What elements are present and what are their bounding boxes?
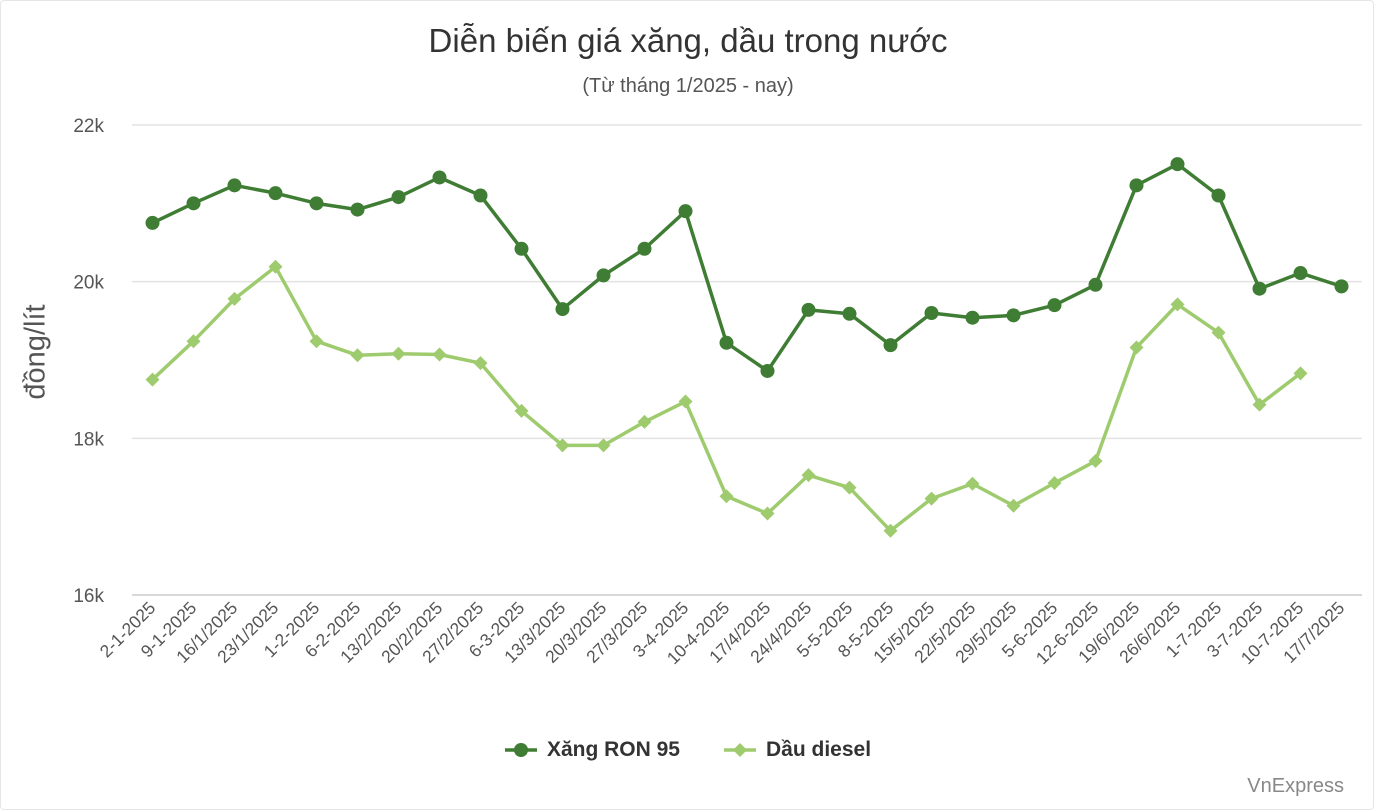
legend-item-diesel[interactable]: Dầu diesel: [724, 738, 871, 762]
data-point: [1170, 157, 1185, 172]
source-credit: VnExpress: [1247, 775, 1344, 797]
legend-label-ron95: Xăng RON 95: [546, 738, 680, 761]
data-point: [637, 414, 652, 429]
data-point: [227, 291, 242, 306]
data-point: [350, 348, 365, 363]
data-point: [432, 170, 447, 185]
legend-label-diesel: Dầu diesel: [766, 738, 872, 761]
y-tick-label: 20k: [73, 273, 104, 294]
data-point: [801, 468, 816, 483]
data-point: [760, 506, 775, 521]
series-line-0: [151, 162, 1343, 373]
data-point: [432, 347, 447, 362]
data-point: [719, 489, 734, 504]
data-point: [1006, 308, 1021, 323]
data-point: [514, 241, 529, 256]
chart-title: Diễn biến giá xăng, dầu trong nước: [428, 22, 948, 59]
data-point: [678, 394, 693, 409]
data-point: [391, 190, 406, 205]
data-point: [473, 356, 488, 371]
legend: Xăng RON 95 Dầu diesel: [0, 738, 1376, 762]
data-point: [391, 346, 406, 361]
data-point: [1170, 297, 1185, 312]
data-point: [1293, 366, 1308, 381]
data-point: [1088, 454, 1103, 469]
data-point: [555, 438, 570, 453]
data-point: [801, 302, 816, 317]
data-point: [309, 196, 324, 211]
data-point: [1293, 266, 1308, 281]
data-point: [1129, 178, 1144, 193]
data-point: [760, 363, 775, 378]
data-point: [883, 338, 898, 353]
data-point: [1047, 475, 1062, 490]
legend-item-ron95[interactable]: Xăng RON 95: [504, 738, 680, 762]
data-point: [1129, 340, 1144, 355]
data-point: [555, 302, 570, 317]
data-point: [514, 403, 529, 418]
data-point: [227, 178, 242, 193]
y-tick-label: 22k: [73, 116, 104, 137]
data-point: [965, 310, 980, 325]
data-point: [1006, 498, 1021, 513]
data-point: [186, 196, 201, 211]
data-point: [842, 480, 857, 495]
data-point: [842, 306, 857, 321]
data-point: [1211, 188, 1226, 203]
data-point: [883, 523, 898, 538]
data-point: [1252, 397, 1267, 412]
circle-marker-icon: [504, 743, 537, 757]
y-tick-label: 16k: [73, 586, 104, 607]
data-point: [924, 306, 939, 320]
y-tick-label: 18k: [73, 429, 104, 450]
data-point: [637, 241, 652, 256]
data-point: [268, 186, 283, 201]
data-point: [924, 491, 939, 506]
data-point: [1088, 277, 1103, 292]
diamond-marker-icon: [724, 743, 756, 757]
data-point: [268, 259, 283, 274]
data-point: [473, 188, 488, 203]
data-point: [145, 372, 160, 387]
data-point: [596, 438, 611, 453]
chart-subtitle: (Từ tháng 1/2025 - nay): [582, 75, 794, 97]
data-point: [145, 215, 160, 230]
data-point: [965, 476, 980, 491]
data-point: [678, 204, 693, 219]
data-point: [309, 334, 324, 349]
data-point: [1047, 298, 1062, 313]
data-point: [350, 202, 365, 217]
data-point: [596, 268, 611, 283]
data-point: [1211, 325, 1226, 340]
data-point: [1252, 281, 1267, 296]
data-point: [1334, 279, 1349, 294]
data-point: [719, 335, 734, 350]
data-point: [186, 334, 201, 349]
